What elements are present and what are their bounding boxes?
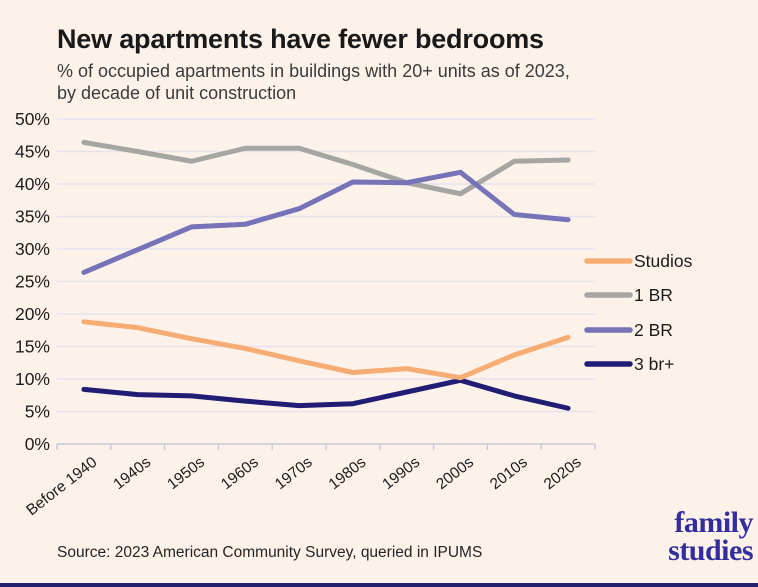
y-axis-tick-label: 50% <box>15 110 50 129</box>
y-axis-tick-label: 40% <box>15 174 50 194</box>
chart-subtitle-line1: % of occupied apartments in buildings wi… <box>57 61 570 81</box>
y-axis-tick-label: 30% <box>15 239 50 259</box>
source-note: Source: 2023 American Community Survey, … <box>57 544 483 561</box>
x-axis-tick-label: 1970s <box>272 454 316 494</box>
x-axis-tick-label: 1940s <box>110 454 154 494</box>
chart-subtitle-line2: by decade of unit construction <box>57 83 297 103</box>
logo-line-family: family <box>674 506 753 539</box>
series-line-1br <box>81 139 571 197</box>
x-axis-tick-label: 1960s <box>218 454 262 494</box>
y-axis-tick-label: 35% <box>15 207 50 227</box>
family-studies-logo: family studies <box>668 506 753 567</box>
y-axis-tick-label: 5% <box>25 402 50 422</box>
x-axis-tick-label: 1990s <box>379 454 423 494</box>
x-axis-tick-label: 1950s <box>164 454 208 494</box>
series-line-2br <box>81 169 571 275</box>
y-axis-tick-label: 0% <box>25 434 50 454</box>
y-axis-tick-label: 15% <box>15 337 50 357</box>
x-axis-tick-label: 2020s <box>541 454 585 494</box>
chart-subtitle: % of occupied apartments in buildings wi… <box>57 60 570 104</box>
y-axis-tick-label: 20% <box>15 304 50 324</box>
x-axis-tick-label: 1980s <box>326 454 370 494</box>
logo-line-studies: studies <box>668 534 753 567</box>
legend-label: 2 BR <box>634 320 673 340</box>
series-line-3br <box>81 377 571 411</box>
y-axis-tick-label: 45% <box>15 142 50 162</box>
legend-label: Studios <box>634 251 693 271</box>
line-chart: 0% 5% 10% 15% 20% 25% 30% 35% 40% 45% 50% Before 19… <box>15 110 693 520</box>
x-axis-tick-label: 2010s <box>487 454 531 494</box>
bottom-accent-bar <box>0 583 758 587</box>
x-axis-tick-label: Before 1940 <box>23 454 100 520</box>
legend-label: 3 br+ <box>634 354 674 374</box>
x-axis-tick-label: 2000s <box>433 454 477 494</box>
series-line-studios <box>81 319 571 381</box>
legend-label: 1 BR <box>634 285 673 305</box>
chart-title: New apartments have fewer bedrooms <box>57 24 544 54</box>
y-axis-tick-label: 25% <box>15 272 50 292</box>
y-axis-tick-label: 10% <box>15 369 50 389</box>
